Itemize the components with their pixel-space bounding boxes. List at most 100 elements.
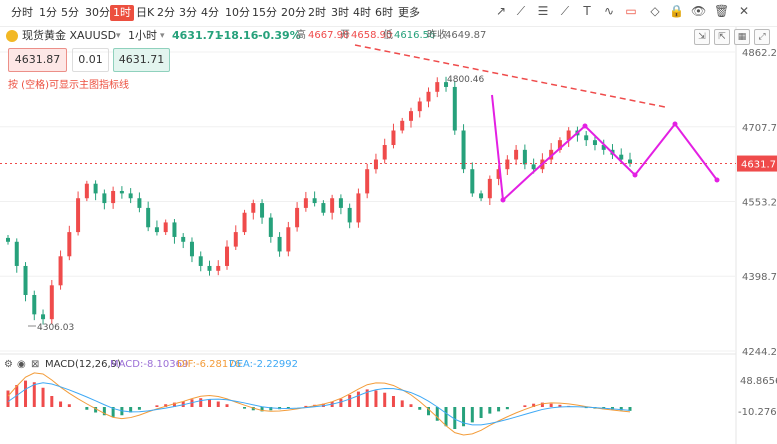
fullscreen-icon[interactable]: ⤢: [754, 29, 770, 45]
candle-body: [373, 159, 378, 170]
candle-body: [496, 169, 501, 179]
candle-body: [566, 130, 571, 141]
grid-icon[interactable]: ▦: [734, 29, 750, 45]
candle-body: [14, 241, 19, 266]
candle-body: [584, 135, 589, 141]
eye-icon[interactable]: 👁: [691, 4, 707, 18]
chevron-down-icon[interactable]: ▾: [160, 31, 165, 41]
timeframe-13[interactable]: 3时: [331, 6, 349, 19]
candle-body: [119, 190, 124, 194]
candle-body: [435, 82, 440, 92]
candle-body: [41, 314, 46, 320]
timeframe-8[interactable]: 4分: [201, 6, 219, 19]
current-price-tag-label: 4631.7: [741, 160, 776, 171]
timeframe-toolbar: 分时 1分 5分 30分 1时 日K 2分 3分 4分 10分 15分 20分 2时 3时 4时 6时 更多 ↗ ⟋…: [0, 0, 777, 27]
timeframe-4[interactable]: 1时: [110, 5, 134, 21]
candle-body: [426, 91, 431, 102]
timeframe-10[interactable]: 15分: [252, 6, 277, 19]
candle-body: [417, 101, 422, 112]
high-label: 高: [296, 30, 306, 41]
candle-body: [470, 169, 475, 194]
timeframe-6[interactable]: 2分: [157, 6, 175, 19]
candle-body: [260, 203, 265, 218]
trendline-icon[interactable]: ⟋: [560, 4, 570, 18]
candle-body: [549, 149, 554, 160]
trend-line: [354, 44, 666, 108]
forecast-arrowhead: [632, 172, 638, 178]
candle-body: [514, 149, 519, 160]
candle-body: [295, 207, 300, 228]
price-change-pct: -0.39%: [258, 29, 301, 42]
candle-body: [172, 222, 177, 237]
period-label[interactable]: 1小时: [128, 29, 157, 42]
candle-body: [242, 212, 247, 233]
y-tick-label: 4244.23: [742, 347, 777, 358]
low-value: 4616.56: [394, 30, 436, 41]
macd-settings-icon[interactable]: ⚙: [4, 359, 13, 370]
candle-body: [216, 265, 221, 271]
chevron-down-icon[interactable]: ▾: [116, 31, 121, 41]
timeframe-9[interactable]: 10分: [225, 6, 250, 19]
dif-line: [7, 372, 631, 436]
layout-icon[interactable]: ⇲: [694, 29, 710, 45]
sell-price-button[interactable]: 4631.87: [8, 48, 67, 72]
timeframe-16[interactable]: 更多: [398, 6, 420, 19]
candle-body: [67, 232, 72, 257]
cursor-icon[interactable]: ↗: [495, 4, 507, 18]
candle-body: [522, 149, 527, 165]
candle-body: [286, 227, 291, 252]
macd-dea: DEA:-2.22992: [229, 359, 299, 370]
candle-body: [111, 190, 116, 204]
buy-price-button[interactable]: 4631.71: [113, 48, 170, 72]
ray-icon[interactable]: ⟋: [516, 4, 526, 18]
macd-dif: DIF:-6.28176: [177, 359, 241, 370]
candle-body: [93, 183, 98, 194]
candle-body: [365, 169, 370, 194]
candle-body: [452, 86, 457, 131]
timeframe-5[interactable]: 日K: [136, 6, 155, 19]
candle-body: [49, 285, 54, 320]
dea-line: [7, 382, 631, 426]
candle-body: [181, 236, 186, 242]
price-info-bar: 现货黄金 XAUUSD ▾ 1小时 ▾ 4631.71 -18.16 -0.39…: [0, 26, 690, 46]
candle-body: [154, 227, 159, 233]
candle-body: [23, 265, 28, 295]
quantity-input[interactable]: 0.01: [72, 48, 109, 72]
symbol-name[interactable]: 现货黄金 XAUUSD: [22, 29, 117, 42]
rect-icon[interactable]: ▭: [625, 4, 637, 18]
timeframe-11[interactable]: 20分: [281, 6, 306, 19]
y-tick-label: 4707.75: [742, 123, 777, 134]
candle-body: [32, 294, 37, 315]
candle-body: [198, 256, 203, 266]
timeframe-2[interactable]: 5分: [61, 6, 79, 19]
low-label: 低: [383, 30, 393, 41]
gold-icon: [6, 30, 18, 42]
timeframe-12[interactable]: 2时: [308, 6, 326, 19]
lock-icon[interactable]: 🔒: [669, 4, 684, 18]
forecast-arrowhead: [672, 121, 678, 127]
open-label: 开: [340, 30, 350, 41]
timeframe-14[interactable]: 4时: [353, 6, 371, 19]
timeframe-3[interactable]: 30分: [85, 6, 110, 19]
eraser-icon[interactable]: ◇: [650, 4, 660, 18]
candle-body: [268, 217, 273, 237]
timeframe-7[interactable]: 3分: [179, 6, 197, 19]
candle-body: [102, 193, 107, 204]
macd-close-icon[interactable]: ⊠: [31, 359, 40, 370]
fib-icon[interactable]: ☰: [537, 4, 549, 18]
candle-body: [277, 236, 282, 252]
macd-visible-icon[interactable]: ◉: [17, 359, 26, 370]
text-icon[interactable]: T: [583, 4, 591, 18]
delete-icon[interactable]: ✕: [738, 4, 750, 18]
timeframe-0[interactable]: 分时: [11, 6, 33, 19]
candle-body: [58, 256, 63, 286]
candle-body: [347, 207, 352, 223]
candle-body: [303, 198, 308, 208]
trash-icon[interactable]: 🗑: [714, 4, 730, 18]
macd-tick: 48.86565: [740, 376, 777, 387]
zigzag-icon[interactable]: ∿: [603, 4, 615, 18]
timeframe-1[interactable]: 1分: [39, 6, 57, 19]
split-icon[interactable]: ⇱: [714, 29, 730, 45]
timeframe-15[interactable]: 6时: [375, 6, 393, 19]
